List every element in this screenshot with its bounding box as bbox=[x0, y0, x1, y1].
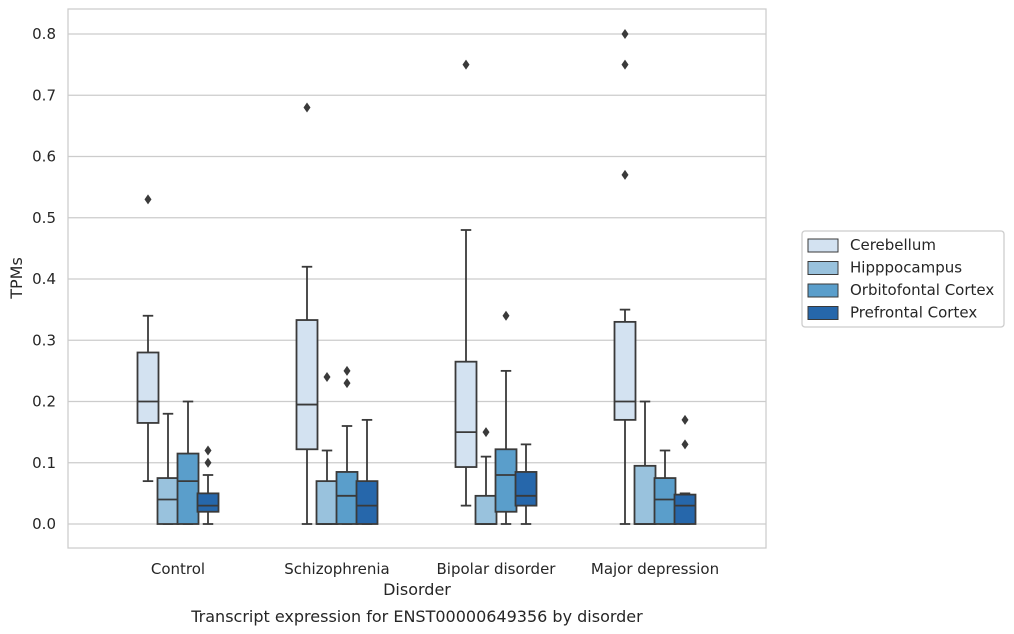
box-hipppocampus bbox=[315, 372, 339, 525]
legend-label: Prefrontal Cortex bbox=[850, 304, 977, 322]
iqr-box bbox=[514, 471, 538, 507]
outlier-point bbox=[621, 59, 629, 70]
legend-label: Hipppocampus bbox=[850, 259, 962, 277]
box-orbitofontal-cortex bbox=[653, 449, 677, 525]
y-tick-label: 0.8 bbox=[32, 25, 56, 43]
legend-label: Cerebellum bbox=[850, 236, 936, 254]
outlier-point bbox=[462, 59, 470, 70]
legend-swatch bbox=[807, 261, 839, 275]
y-tick-label: 0.5 bbox=[32, 209, 56, 227]
outlier-point bbox=[323, 372, 331, 382]
box-prefrontal-cortex bbox=[673, 414, 697, 525]
outlier-point bbox=[502, 310, 510, 321]
box-cerebellum bbox=[136, 194, 160, 483]
iqr-box bbox=[196, 492, 220, 513]
x-axis-label: Disorder bbox=[383, 580, 451, 599]
outlier-point bbox=[621, 29, 629, 39]
x-axis-ticks: Control Schizophrenia Bipolar disorder Majo… bbox=[151, 560, 719, 578]
outlier-point bbox=[343, 378, 351, 389]
outlier-point bbox=[303, 102, 311, 113]
box-groups bbox=[136, 29, 697, 525]
outlier-point bbox=[204, 457, 212, 468]
y-tick-label: 0.1 bbox=[32, 454, 56, 472]
y-tick-label: 0.6 bbox=[32, 148, 56, 166]
outlier-point bbox=[482, 427, 490, 438]
box-hipppocampus bbox=[156, 412, 180, 525]
box-prefrontal-cortex bbox=[196, 445, 220, 525]
outlier-point bbox=[144, 194, 152, 205]
iqr-box bbox=[176, 452, 200, 525]
box-prefrontal-cortex bbox=[355, 418, 379, 525]
iqr-box bbox=[335, 471, 359, 525]
box-cerebellum bbox=[613, 29, 637, 525]
iqr-box bbox=[156, 477, 180, 525]
box-orbitofontal-cortex bbox=[494, 310, 518, 525]
y-tick-label: 0.3 bbox=[32, 331, 56, 349]
x-tick-label: Bipolar disorder bbox=[437, 560, 557, 578]
legend-label: Orbitofontal Cortex bbox=[850, 281, 994, 299]
outlier-point bbox=[681, 439, 689, 450]
outlier-point bbox=[343, 365, 351, 376]
y-tick-label: 0.2 bbox=[32, 393, 56, 411]
iqr-box bbox=[633, 464, 657, 525]
box-prefrontal-cortex bbox=[514, 443, 538, 525]
y-tick-label: 0.0 bbox=[32, 515, 56, 533]
iqr-box bbox=[673, 493, 697, 525]
iqr-box bbox=[494, 448, 518, 513]
outlier-point bbox=[621, 169, 629, 180]
plot-frame bbox=[67, 8, 767, 549]
iqr-box bbox=[613, 320, 637, 421]
iqr-box bbox=[653, 477, 677, 525]
y-axis-ticks: 0.0 0.1 0.2 0.3 0.4 0.5 0.6 0.7 0.8 bbox=[32, 25, 56, 533]
chart-caption: Transcript expression for ENST0000064935… bbox=[190, 607, 643, 626]
legend-frame bbox=[801, 230, 1005, 328]
legend: Cerebellum Hipppocampus Orbitofontal Corte… bbox=[801, 230, 1005, 328]
box-orbitofontal-cortex bbox=[176, 400, 200, 525]
x-tick-label: Major depression bbox=[591, 560, 719, 578]
legend-swatch bbox=[807, 283, 839, 298]
iqr-box bbox=[136, 351, 160, 424]
legend-swatch bbox=[807, 306, 839, 320]
x-tick-label: Control bbox=[151, 560, 205, 578]
outlier-point bbox=[204, 445, 212, 456]
box-cerebellum bbox=[454, 59, 478, 507]
iqr-box bbox=[315, 480, 339, 525]
legend-swatch bbox=[807, 238, 839, 253]
y-tick-label: 0.4 bbox=[32, 270, 56, 288]
y-tick-label: 0.7 bbox=[32, 86, 56, 104]
iqr-box bbox=[355, 480, 379, 525]
box-hipppocampus bbox=[474, 427, 498, 525]
outlier-point bbox=[681, 414, 689, 425]
iqr-box bbox=[454, 360, 478, 468]
iqr-box bbox=[295, 319, 319, 451]
iqr-box bbox=[474, 494, 498, 525]
box-orbitofontal-cortex bbox=[335, 365, 359, 525]
y-axis-label: TPMs bbox=[7, 257, 26, 300]
x-tick-label: Schizophrenia bbox=[284, 560, 389, 578]
box-cerebellum bbox=[295, 102, 319, 525]
